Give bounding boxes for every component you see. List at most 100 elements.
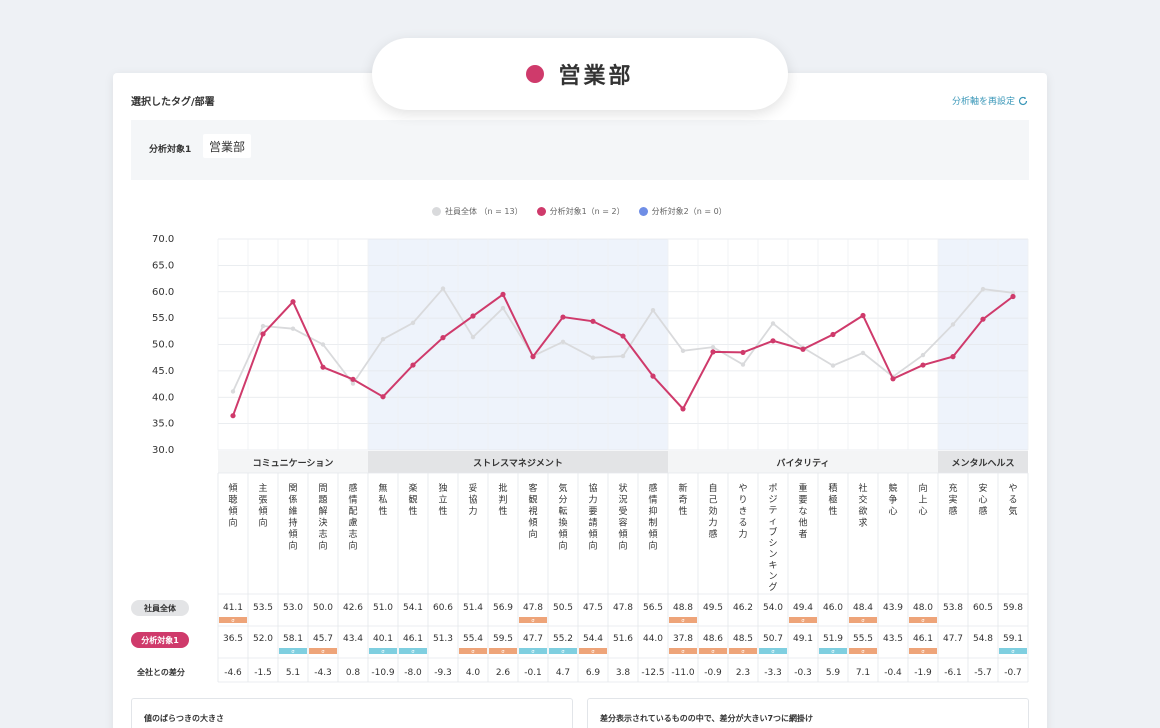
value-all: 54.0 <box>763 603 783 613</box>
category-label-char: 性 <box>378 505 387 517</box>
category-label-char: 求 <box>858 517 867 529</box>
point-all <box>710 344 716 350</box>
chart-legend: 社員全体 （n = 13） 分析対象1（n = 2） 分析対象2（n = 0） <box>432 206 727 217</box>
point-all <box>440 286 446 291</box>
mark-target <box>399 648 427 654</box>
category-label-char: グ <box>768 581 777 593</box>
y-tick-label: 50.0 <box>152 340 174 351</box>
category-label-char: 協 <box>588 482 597 494</box>
point-all <box>620 353 626 359</box>
category-label-char: 観 <box>408 494 417 506</box>
category-label-char: 傾 <box>588 528 597 540</box>
category-label-char: 力 <box>738 528 747 540</box>
category-label-char: 性 <box>498 505 507 517</box>
point-target <box>560 314 566 320</box>
mark-glyph: σ <box>411 649 415 655</box>
category-label-char: ン <box>768 550 777 560</box>
value-all: 49.5 <box>703 603 723 613</box>
mark-glyph: σ <box>501 649 505 655</box>
mark-target <box>909 648 937 654</box>
mark-target <box>369 648 397 654</box>
mark-glyph: σ <box>831 649 835 655</box>
point-all <box>560 339 566 345</box>
category-label-char: 心 <box>918 506 927 517</box>
category-label-char: 心 <box>888 506 897 517</box>
mark-target <box>519 648 547 654</box>
value-diff: 2.6 <box>496 668 511 678</box>
mark-glyph: σ <box>861 618 865 624</box>
category-label-char: 奇 <box>678 494 687 506</box>
value-target: 40.1 <box>373 634 393 644</box>
value-all: 47.8 <box>523 603 543 613</box>
value-all: 48.8 <box>673 603 693 613</box>
value-diff: 6.9 <box>586 668 601 678</box>
value-target: 59.1 <box>1003 634 1023 644</box>
category-label-char: 関 <box>288 483 297 494</box>
category-label-char: 性 <box>408 505 417 517</box>
category-label-char: 維 <box>288 505 297 517</box>
value-diff: -0.1 <box>524 668 542 678</box>
category-label-char: 客 <box>528 482 537 494</box>
point-target <box>920 362 926 368</box>
category-label-char: 向 <box>918 482 927 494</box>
category-label-char: 情 <box>348 494 357 506</box>
category-label-char: 傾 <box>228 482 237 494</box>
category-label-char: き <box>738 506 747 517</box>
category-label-char: 効 <box>708 505 717 517</box>
category-label-char: ン <box>768 572 777 582</box>
value-target: 48.6 <box>703 634 723 644</box>
mark-glyph: σ <box>471 649 475 655</box>
point-all <box>470 334 476 340</box>
category-label-char: 上 <box>918 495 927 506</box>
mark-all <box>849 617 877 623</box>
point-all <box>860 350 866 356</box>
point-target <box>740 349 746 356</box>
y-tick-label: 35.0 <box>152 419 174 430</box>
value-all: 53.8 <box>943 603 963 613</box>
value-target: 58.1 <box>283 634 303 644</box>
mark-glyph: σ <box>531 618 535 624</box>
category-label-char: 向 <box>618 540 627 552</box>
reset-axis-link[interactable]: 分析軸を再設定 <box>952 94 1028 107</box>
value-diff: -0.7 <box>1004 668 1022 678</box>
category-label-char: 競 <box>888 482 897 494</box>
category-label-char: 己 <box>708 495 717 506</box>
group-header <box>218 451 368 473</box>
category-label-char: 慮 <box>348 517 357 529</box>
point-all <box>650 308 656 313</box>
category-label-char: 積 <box>828 482 837 494</box>
point-all <box>770 321 776 326</box>
category-label-char: 転 <box>558 506 567 517</box>
category-label-char: 要 <box>588 506 597 517</box>
value-diff: -4.3 <box>314 668 332 678</box>
mark-glyph: σ <box>741 649 745 655</box>
category-label-char: 問 <box>318 483 327 494</box>
category-label-char: キ <box>768 561 777 571</box>
legend-item-target1[interactable]: 分析対象1（n = 2） <box>536 206 625 217</box>
value-target: 51.9 <box>823 634 843 644</box>
y-tick-label: 65.0 <box>152 260 174 271</box>
row-label-all: 社員全体 <box>131 600 189 616</box>
point-target <box>440 335 446 341</box>
value-target: 55.4 <box>463 634 483 644</box>
point-target <box>710 349 716 355</box>
category-label-char: 社 <box>858 482 867 494</box>
point-target <box>890 376 896 382</box>
legend-item-target2[interactable]: 分析対象2（n = 0） <box>638 206 727 217</box>
legend-item-all[interactable]: 社員全体 （n = 13） <box>432 206 523 217</box>
category-label-char: 立 <box>438 494 447 506</box>
category-label-char: 妥 <box>468 483 477 494</box>
category-label-char: 向 <box>588 540 597 552</box>
value-target: 50.7 <box>763 634 783 644</box>
refresh-icon <box>1018 96 1028 105</box>
value-all: 46.2 <box>733 603 753 613</box>
point-all <box>950 322 956 327</box>
value-target: 54.4 <box>583 634 603 644</box>
point-all <box>980 286 986 292</box>
category-label-char: 独 <box>438 482 447 494</box>
point-all <box>410 320 416 326</box>
category-label-char: 批 <box>498 482 507 494</box>
category-label-char: 交 <box>858 494 867 506</box>
mark-glyph: σ <box>231 618 235 624</box>
target-label: 分析対象1 <box>149 145 192 155</box>
